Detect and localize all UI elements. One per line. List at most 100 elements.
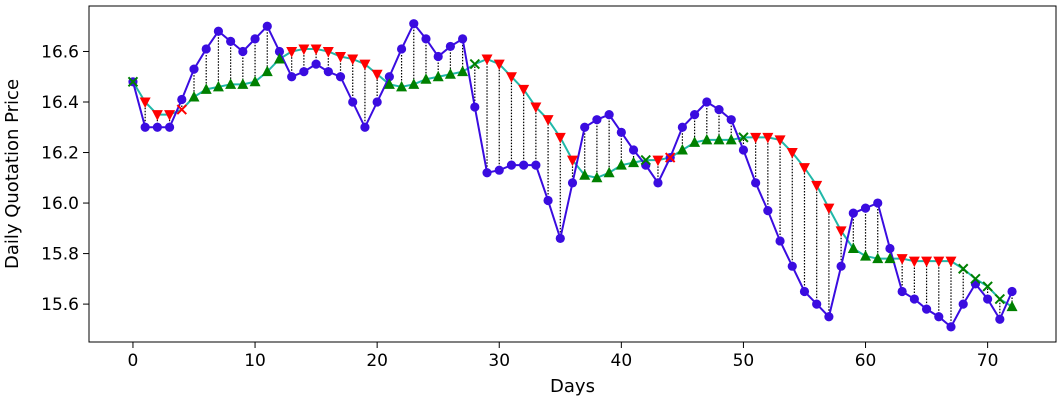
down-marker bbox=[762, 132, 774, 144]
up-marker bbox=[273, 53, 285, 64]
up-marker bbox=[676, 144, 688, 155]
price-point bbox=[860, 203, 871, 213]
x-axis-ticks: 0 10 20 30 40 50 60 70 bbox=[128, 342, 999, 371]
price-point bbox=[751, 178, 761, 188]
price-point bbox=[885, 243, 895, 254]
y-tick-label: 16.4 bbox=[41, 93, 79, 113]
price-point bbox=[482, 168, 492, 178]
price-point bbox=[983, 294, 993, 304]
neutral-marker bbox=[469, 58, 481, 70]
neutral-marker-stroke bbox=[738, 132, 749, 143]
neutral-marker bbox=[640, 154, 651, 166]
down-marker bbox=[347, 54, 359, 66]
up-marker bbox=[200, 83, 212, 94]
down-marker bbox=[322, 46, 334, 58]
down-marker bbox=[921, 256, 933, 268]
y-tick-label: 15.8 bbox=[41, 245, 79, 265]
down-marker bbox=[505, 72, 517, 83]
price-point bbox=[311, 59, 321, 69]
x-tick-label: 0 bbox=[128, 351, 139, 371]
up-marker bbox=[432, 70, 444, 82]
down-marker bbox=[164, 110, 176, 121]
price-point bbox=[958, 299, 968, 309]
price-point bbox=[299, 67, 309, 77]
price-point bbox=[567, 178, 578, 188]
connector-lines bbox=[144, 23, 1013, 327]
price-point bbox=[946, 322, 956, 332]
up-marker bbox=[237, 78, 249, 89]
neutral-marker-stroke bbox=[469, 58, 481, 70]
price-point bbox=[421, 34, 431, 44]
price-series bbox=[128, 19, 1017, 332]
price-point bbox=[775, 236, 785, 246]
y-tick-label: 16.2 bbox=[41, 144, 79, 164]
down-marker bbox=[493, 59, 505, 71]
price-point bbox=[836, 261, 846, 271]
x-tick-label: 40 bbox=[611, 351, 633, 371]
y-axis-ticks: 15.6 15.8 16.0 16.2 16.4 16.6 bbox=[41, 42, 89, 315]
neutral-marker-stroke bbox=[664, 152, 676, 163]
price-point bbox=[653, 178, 663, 188]
neutral-marker bbox=[127, 76, 139, 87]
price-point bbox=[714, 104, 724, 115]
price-point bbox=[592, 115, 602, 125]
neutral-marker bbox=[994, 293, 1006, 305]
up-marker bbox=[872, 252, 884, 264]
price-point bbox=[616, 127, 626, 137]
x-tick-label: 10 bbox=[244, 351, 266, 371]
up-marker bbox=[725, 133, 737, 145]
price-point bbox=[934, 312, 944, 322]
up-marker bbox=[860, 250, 872, 261]
up-marker bbox=[383, 78, 395, 89]
neutral-marker-stroke bbox=[640, 154, 651, 166]
neutral-marker bbox=[176, 104, 188, 115]
x-tick-label: 20 bbox=[366, 351, 388, 371]
price-point bbox=[555, 233, 565, 244]
trend-line bbox=[132, 47, 1013, 308]
price-point bbox=[177, 94, 187, 105]
down-marker bbox=[823, 203, 835, 215]
up-marker bbox=[603, 166, 615, 178]
price-point bbox=[543, 195, 553, 206]
price-point bbox=[897, 286, 907, 297]
x-tick-label: 70 bbox=[977, 351, 999, 371]
up-marker bbox=[628, 156, 640, 168]
price-point bbox=[201, 44, 211, 54]
neutral-marker-stroke bbox=[127, 76, 139, 87]
up-marker bbox=[212, 80, 224, 92]
neutral-marker bbox=[970, 273, 981, 285]
price-point bbox=[262, 21, 272, 31]
up-marker bbox=[408, 78, 420, 89]
price-point bbox=[702, 97, 712, 107]
y-tick-label: 16.6 bbox=[41, 42, 79, 62]
price-point bbox=[226, 36, 236, 46]
down-marker bbox=[750, 132, 762, 144]
down-marker bbox=[945, 256, 957, 268]
price-point bbox=[824, 312, 834, 322]
price-point bbox=[799, 286, 810, 297]
price-point bbox=[433, 51, 443, 62]
price-point bbox=[274, 46, 285, 57]
up-marker bbox=[396, 80, 408, 92]
price-line bbox=[131, 21, 1013, 329]
x-tick-label: 50 bbox=[733, 351, 755, 371]
down-marker bbox=[518, 84, 530, 96]
price-point bbox=[531, 160, 541, 170]
down-marker bbox=[359, 59, 371, 71]
down-marker bbox=[798, 163, 810, 174]
price-point bbox=[384, 72, 394, 82]
up-marker bbox=[615, 159, 627, 170]
price-point bbox=[506, 160, 517, 170]
down-marker bbox=[896, 254, 908, 265]
price-point bbox=[189, 64, 199, 74]
down-marker bbox=[774, 135, 786, 146]
up-marker bbox=[884, 252, 896, 264]
neutral-marker bbox=[982, 281, 993, 292]
down-marker bbox=[933, 256, 945, 268]
price-point bbox=[628, 145, 639, 155]
price-point bbox=[726, 115, 736, 125]
up-marker bbox=[420, 73, 432, 84]
price-point bbox=[909, 294, 919, 304]
price-point bbox=[250, 34, 260, 44]
